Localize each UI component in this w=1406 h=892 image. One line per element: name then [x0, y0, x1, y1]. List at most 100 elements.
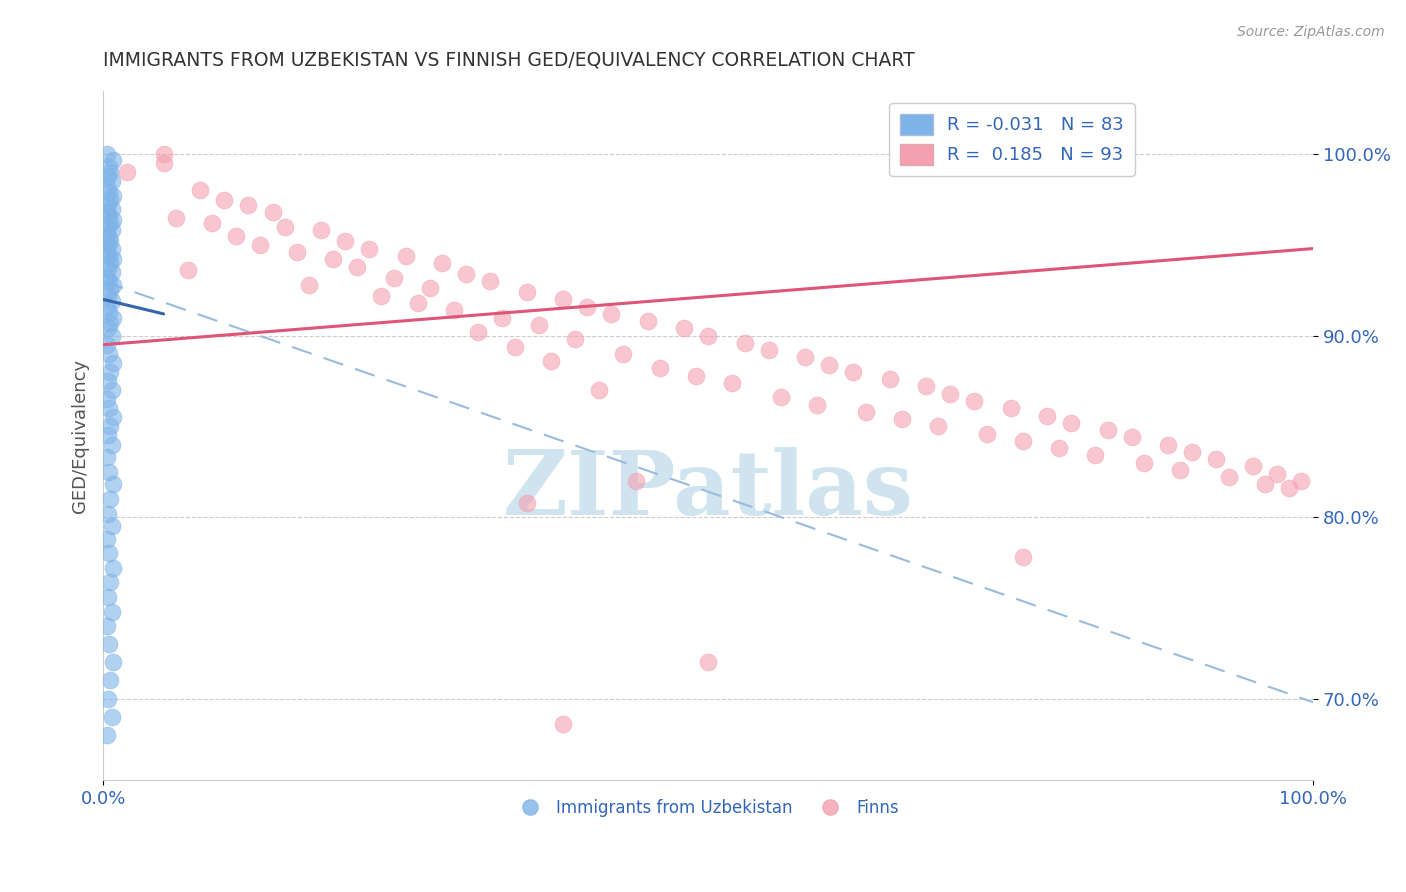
Point [98, 274, 121, 288]
Point [225, 228, 247, 243]
Point [1157, 437, 1180, 451]
Point [249, 238, 271, 252]
Point [100, 223, 122, 237]
Point [588, 383, 610, 397]
Point [273, 219, 295, 234]
Point [212, 193, 235, 207]
Point [648, 361, 671, 376]
Point [101, 310, 124, 325]
Point [201, 216, 224, 230]
Point [101, 477, 124, 491]
Point [551, 293, 574, 307]
Point [1265, 467, 1288, 481]
Point [98, 305, 121, 319]
Point [165, 211, 187, 225]
Point [503, 340, 526, 354]
Text: ZIPatlas: ZIPatlas [503, 447, 914, 534]
Point [1241, 459, 1264, 474]
Point [97, 590, 120, 604]
Point [879, 372, 901, 386]
Point [100, 419, 122, 434]
Y-axis label: GED/Equivalency: GED/Equivalency [72, 359, 89, 513]
Point [1254, 477, 1277, 491]
Point [1168, 463, 1191, 477]
Point [117, 165, 139, 179]
Point [100, 294, 122, 309]
Point [101, 252, 124, 267]
Point [96, 227, 118, 241]
Point [100, 605, 122, 619]
Point [456, 267, 478, 281]
Point [97, 261, 120, 276]
Point [100, 383, 122, 397]
Point [298, 277, 321, 292]
Point [101, 656, 124, 670]
Point [915, 379, 938, 393]
Point [96, 147, 118, 161]
Point [855, 405, 877, 419]
Point [395, 249, 418, 263]
Point [97, 428, 120, 442]
Point [285, 245, 308, 260]
Point [1218, 470, 1240, 484]
Point [97, 219, 120, 234]
Point [101, 189, 124, 203]
Point [100, 575, 122, 590]
Point [100, 316, 122, 330]
Point [1289, 474, 1312, 488]
Point [1133, 456, 1156, 470]
Point [100, 193, 122, 207]
Point [406, 296, 429, 310]
Point [177, 263, 200, 277]
Point [419, 281, 441, 295]
Point [98, 230, 121, 244]
Point [672, 321, 695, 335]
Point [96, 300, 118, 314]
Point [188, 184, 211, 198]
Point [98, 546, 121, 560]
Point [721, 376, 744, 390]
Point [96, 205, 118, 219]
Point [818, 358, 841, 372]
Point [96, 619, 118, 633]
Point [516, 285, 538, 299]
Point [97, 321, 120, 335]
Point [100, 202, 122, 216]
Point [97, 507, 120, 521]
Point [100, 256, 122, 270]
Point [1000, 401, 1022, 416]
Point [262, 205, 284, 219]
Point [96, 245, 118, 260]
Point [551, 717, 574, 731]
Point [612, 347, 634, 361]
Point [734, 335, 756, 350]
Point [806, 398, 828, 412]
Point [238, 198, 260, 212]
Point [96, 392, 118, 407]
Point [100, 235, 122, 249]
Point [322, 252, 344, 267]
Point [101, 153, 124, 167]
Point [97, 198, 120, 212]
Point [97, 691, 120, 706]
Point [333, 235, 356, 249]
Point [1047, 441, 1070, 455]
Point [637, 314, 659, 328]
Text: Source: ZipAtlas.com: Source: ZipAtlas.com [1237, 25, 1385, 39]
Point [98, 401, 121, 416]
Point [927, 419, 949, 434]
Point [96, 450, 118, 465]
Point [96, 728, 118, 742]
Point [976, 426, 998, 441]
Point [491, 310, 513, 325]
Point [540, 354, 562, 368]
Point [600, 307, 623, 321]
Point [98, 160, 121, 174]
Point [963, 394, 986, 409]
Point [346, 260, 368, 274]
Point [1084, 449, 1107, 463]
Point [100, 265, 122, 279]
Point [100, 174, 122, 188]
Point [96, 179, 118, 194]
Point [1205, 452, 1227, 467]
